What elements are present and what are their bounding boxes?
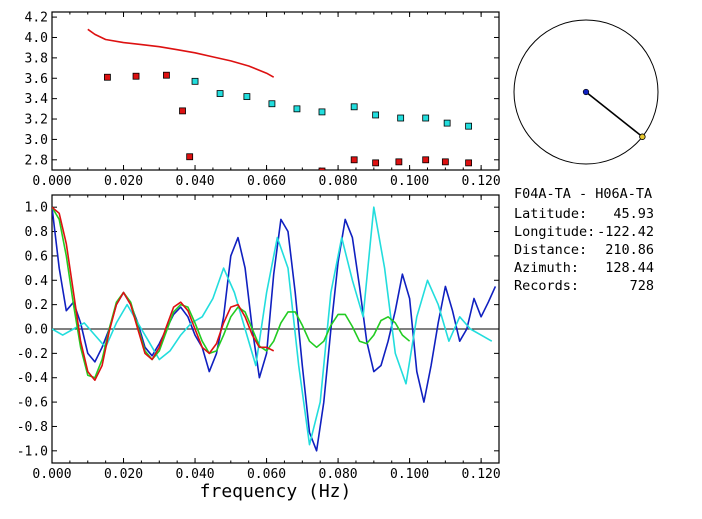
records-label: Records: — [514, 278, 579, 294]
y-tick-label: 3.6 — [25, 72, 48, 87]
y-tick-label: 0.4 — [25, 274, 49, 289]
y-tick-label: 2.8 — [25, 153, 48, 168]
x-tick-label: 0.020 — [104, 174, 143, 189]
latitude-label: Latitude: — [514, 206, 587, 222]
y-tick-label: 4.2 — [25, 11, 48, 26]
series-group — [52, 206, 497, 452]
cyan-series-line — [52, 206, 493, 446]
y-tick-label: -0.4 — [17, 371, 48, 386]
station-info-panel: F04A-TA - H06A-TA Latitude: 45.93 Longit… — [514, 186, 654, 294]
records-value: 728 — [630, 278, 654, 294]
y-tick-label: -0.8 — [17, 420, 48, 435]
compass-circle — [513, 19, 659, 165]
x-tick-label: 0.020 — [104, 467, 143, 482]
target-dot — [639, 133, 646, 140]
cyan-marker — [350, 103, 358, 111]
red-marker — [179, 107, 186, 115]
cyan-marker — [372, 111, 380, 119]
red-marker — [441, 158, 449, 166]
y-tick-label: 3.2 — [25, 113, 48, 128]
x-tick-label: 0.120 — [462, 174, 501, 189]
cyan-marker — [465, 122, 473, 130]
cyan-marker — [293, 105, 301, 113]
series-group — [87, 28, 473, 170]
x-axis-label: frequency (Hz) — [200, 481, 352, 502]
y-tick-label: 4.0 — [25, 31, 48, 46]
x-tick-label: 0.120 — [462, 467, 501, 482]
red-marker — [318, 167, 326, 170]
y-tick-label: 3.0 — [25, 133, 48, 148]
x-tick-label: 0.100 — [390, 467, 429, 482]
red-marker — [163, 71, 170, 79]
longitude-label: Longitude: — [514, 224, 595, 240]
cyan-marker — [191, 77, 199, 85]
red-marker — [395, 158, 403, 166]
cyan-marker — [243, 93, 251, 101]
y-tick-label: 0.8 — [25, 225, 48, 240]
cyan-marker — [216, 90, 224, 97]
y-tick-label: 3.8 — [25, 51, 48, 66]
x-tick-label: 0.040 — [175, 174, 214, 189]
x-tick-label: 0.040 — [175, 467, 214, 482]
x-tick-label: 0.100 — [390, 174, 429, 189]
x-tick-label: 0.060 — [247, 467, 286, 482]
x-tick-label: 0.060 — [247, 174, 286, 189]
cyan-marker — [397, 114, 405, 122]
distance-value: 210.86 — [605, 242, 654, 258]
station-dot — [582, 88, 590, 96]
cyan-marker — [318, 108, 326, 116]
red-marker — [422, 156, 430, 164]
y-tick-label: 0.6 — [25, 249, 48, 264]
y-tick-label: -0.6 — [17, 396, 48, 411]
y-tick-label: 0.0 — [25, 323, 48, 338]
phase-velocity-plot: 0.000 0.020 0.040 0.060 0.080 0.100 0.120 2.8 3.… — [25, 11, 501, 189]
y-tick-label: -0.2 — [17, 347, 48, 362]
cyan-marker — [422, 114, 430, 122]
correlation-plot: 0.000 0.020 0.040 0.060 0.080 0.100 0.120 1.0 0.… — [17, 194, 501, 502]
red-marker — [104, 73, 111, 81]
x-tick-label: 0.000 — [32, 467, 71, 482]
red-series-line — [87, 28, 275, 78]
distance-label: Distance: — [514, 242, 587, 258]
azimuth-value: 128.44 — [605, 260, 654, 276]
red-series-line — [52, 206, 275, 382]
y-tick-label: 0.2 — [25, 298, 48, 313]
station-pair-label: F04A-TA - H06A-TA — [514, 186, 652, 202]
azimuth-compass — [513, 19, 659, 165]
red-marker — [186, 153, 194, 161]
latitude-value: 45.93 — [613, 206, 654, 222]
x-tick-label: 0.080 — [319, 174, 358, 189]
x-tick-label: 0.000 — [32, 174, 71, 189]
red-marker — [372, 159, 380, 167]
y-tick-label: 1.0 — [25, 201, 48, 216]
red-marker — [350, 156, 358, 164]
azimuth-label: Azimuth: — [514, 260, 579, 276]
azimuth-line — [585, 91, 643, 138]
plot-frame — [51, 11, 500, 171]
red-marker — [132, 72, 140, 80]
cyan-marker — [268, 100, 276, 108]
y-tick-label: -1.0 — [17, 444, 48, 459]
cyan-marker — [443, 119, 451, 127]
y-tick-label: 3.4 — [25, 92, 49, 107]
red-marker — [465, 159, 473, 167]
x-tick-label: 0.080 — [319, 467, 358, 482]
longitude-value: -122.42 — [597, 224, 654, 240]
